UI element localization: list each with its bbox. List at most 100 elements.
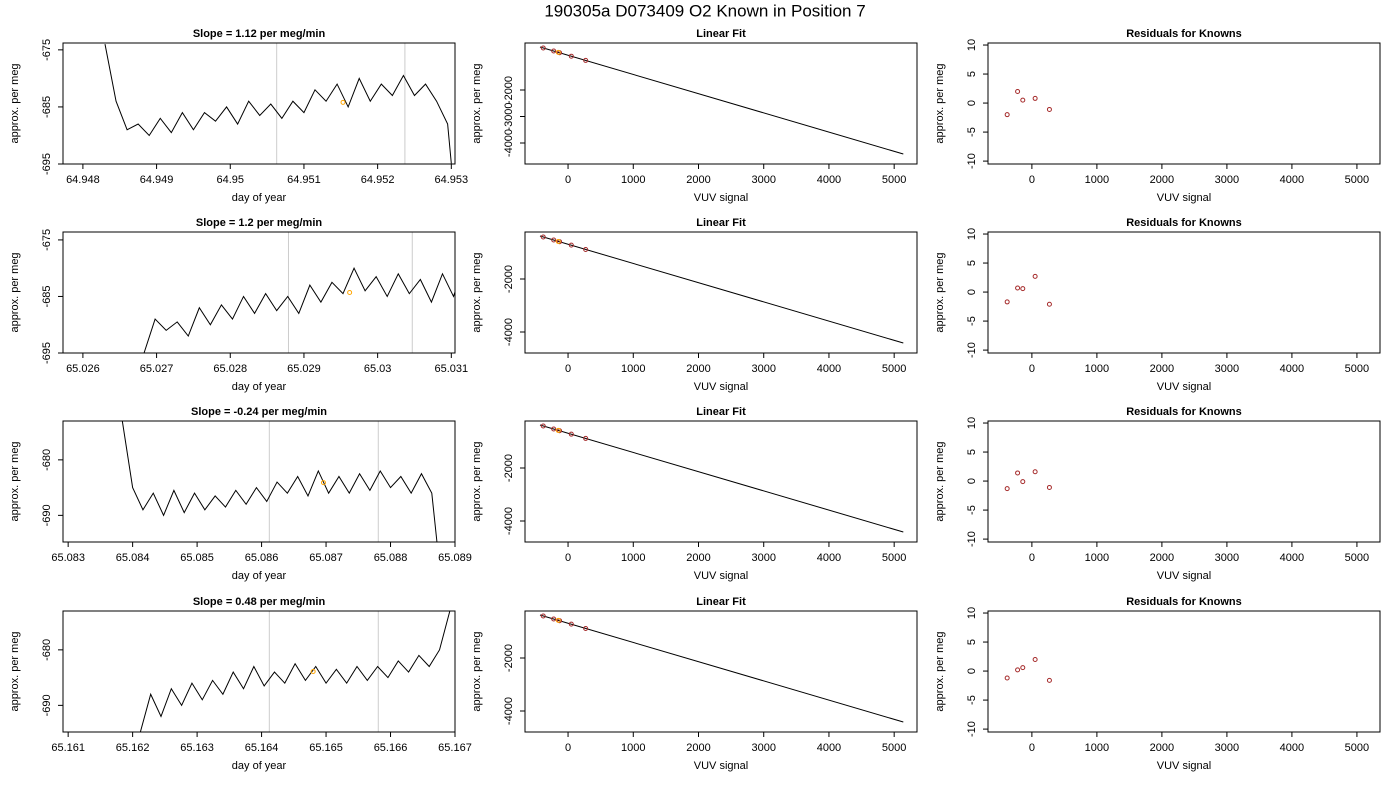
y-tick-label: -5 [966,316,978,326]
y-tick-label: -5 [966,127,978,137]
x-axis-label: VUV signal [1157,192,1211,204]
x-axis-label: VUV signal [1157,570,1211,582]
point [1004,299,1010,305]
x-tick-label: 0 [1029,742,1035,754]
x-tick-label: 64.95 [216,174,244,186]
plot-frame [987,610,1381,733]
plot-area [539,423,904,533]
point [1032,469,1038,475]
plot-frame [987,420,1381,543]
panel-title: Linear Fit [696,217,746,229]
y-tick-label: 0 [966,289,978,295]
y-axis-label: approx. per meg [934,63,946,143]
panel: Residuals for Knowns VUV signal approx. pe… [934,596,1381,772]
point [555,427,561,433]
x-tick-label: 4000 [817,742,841,754]
plot-area [539,45,904,155]
x-tick-label: 65.085 [180,552,214,564]
x-tick-label: 2000 [1150,363,1174,375]
point [568,621,574,627]
y-tick-label: -685 [41,96,53,118]
x-axis-label: VUV signal [694,192,748,204]
plot-area [1004,469,1052,492]
plot-area [1004,88,1052,118]
plot-area [539,613,904,723]
x-tick-label: 65.027 [140,363,174,375]
x-tick-label: 1000 [1085,742,1109,754]
x-tick-label: 5000 [882,174,906,186]
x-tick-label: 1000 [1085,363,1109,375]
x-tick-label: 65.028 [213,363,247,375]
panel: Residuals for Knowns VUV signal approx. pe… [934,406,1381,582]
plot-frame [524,42,918,165]
x-tick-label: 65.084 [116,552,150,564]
x-axis-label: day of year [232,381,287,393]
panel-title: Linear Fit [696,28,746,40]
x-tick-label: 65.164 [245,742,279,754]
point [568,242,574,248]
y-tick-label: -695 [41,153,53,175]
y-tick-label: -10 [966,342,978,358]
x-tick-label: 5000 [882,552,906,564]
x-tick-label: 64.951 [287,174,321,186]
highlight-point [320,480,326,486]
y-tick-label: -10 [966,721,978,737]
y-axis-label: approx. per meg [9,441,21,521]
x-axis-label: day of year [232,570,287,582]
y-tick-label: 10 [966,607,978,619]
y-axis-label: approx. per meg [471,631,483,711]
x-tick-label: 3000 [1215,552,1239,564]
x-tick-label: 4000 [1280,174,1304,186]
x-tick-label: 65.088 [374,552,408,564]
y-tick-label: 5 [966,449,978,455]
y-tick-label: -5 [966,695,978,705]
panel-title: Slope = 1.12 per meg/min [193,28,326,40]
y-axis-label: approx. per meg [934,631,946,711]
x-tick-label: 1000 [1085,174,1109,186]
x-axis-label: VUV signal [1157,760,1211,772]
x-tick-label: 5000 [1345,742,1369,754]
x-tick-label: 65.167 [438,742,472,754]
x-tick-label: 3000 [1215,174,1239,186]
y-axis-label: approx. per meg [9,252,21,332]
x-tick-label: 4000 [817,174,841,186]
y-tick-label: -690 [41,694,53,716]
fit-line [539,235,904,344]
plot-frame [62,42,456,165]
x-tick-label: 1000 [621,552,645,564]
x-tick-label: 4000 [1280,742,1304,754]
panel: Linear Fit VUV signal approx. per meg 0 1000… [471,596,918,772]
y-axis-label: approx. per meg [934,441,946,521]
point [555,239,561,245]
x-tick-label: 2000 [1150,552,1174,564]
point [583,57,589,63]
y-axis-label: approx. per meg [471,252,483,332]
point [551,616,557,622]
x-axis-label: VUV signal [694,570,748,582]
fit-line [539,46,904,155]
data-line [104,44,452,164]
panel-title: Residuals for Knowns [1126,28,1242,40]
highlight-point [340,99,346,105]
panel: Slope = -0.24 per meg/min day of year appr… [9,406,472,582]
point [1046,301,1052,307]
plot-area [1004,656,1052,683]
panel-title: Slope = 0.48 per meg/min [193,596,326,608]
point [551,237,557,243]
panel: Slope = 1.12 per meg/min day of year appro… [9,28,468,204]
x-tick-label: 0 [1029,174,1035,186]
x-tick-label: 64.953 [434,174,468,186]
x-axis-label: day of year [232,192,287,204]
panel: Linear Fit VUV signal approx. per meg 0 1000… [471,28,918,204]
point [1004,112,1010,118]
x-tick-label: 3000 [1215,363,1239,375]
x-tick-label: 65.165 [309,742,343,754]
highlight-point [347,290,353,295]
panel-title: Slope = 1.2 per meg/min [196,217,323,229]
y-tick-label: -4000 [503,318,515,346]
y-tick-label: 5 [966,639,978,645]
y-tick-label: 10 [966,228,978,240]
plot-frame [524,231,918,354]
x-tick-label: 3000 [751,174,775,186]
y-tick-label: 0 [966,478,978,484]
